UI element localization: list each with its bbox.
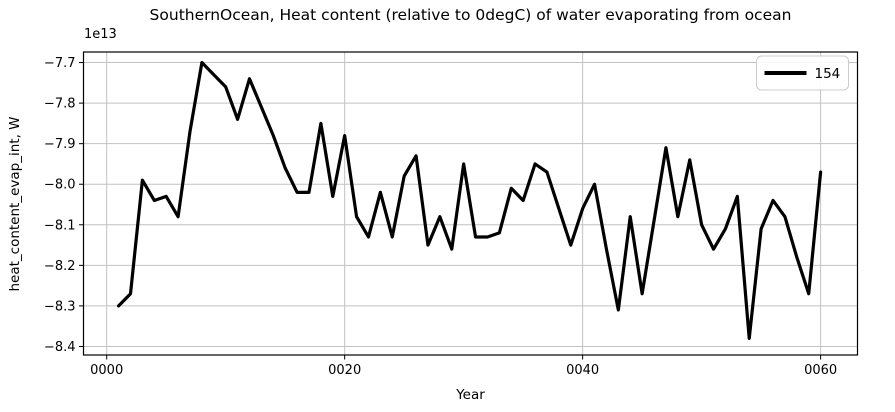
y-tick-label: −8.4 (44, 340, 76, 355)
y-tick-label: −8.2 (44, 259, 76, 274)
plot-border (82, 51, 859, 356)
series-line-154 (117, 60, 823, 340)
y-tick-label: −8.3 (44, 299, 76, 314)
y-tick-label: −7.7 (44, 56, 76, 71)
y-tick-label: −8.0 (44, 178, 76, 193)
y-tick-label: −7.8 (44, 97, 76, 112)
legend-label: 154 (815, 66, 841, 82)
x-tick-label: 0000 (90, 363, 123, 378)
x-tick-label: 0060 (804, 363, 837, 378)
y-tick-label: −8.1 (44, 218, 76, 233)
y-tick-label: −7.9 (44, 137, 76, 152)
x-tick-label: 0040 (566, 363, 599, 378)
y-axis-offset-text: 1e13 (84, 27, 117, 42)
x-tick-label: 0020 (328, 363, 361, 378)
chart-title: SouthernOcean, Heat content (relative to… (149, 6, 792, 24)
x-axis-label: Year (456, 387, 485, 403)
